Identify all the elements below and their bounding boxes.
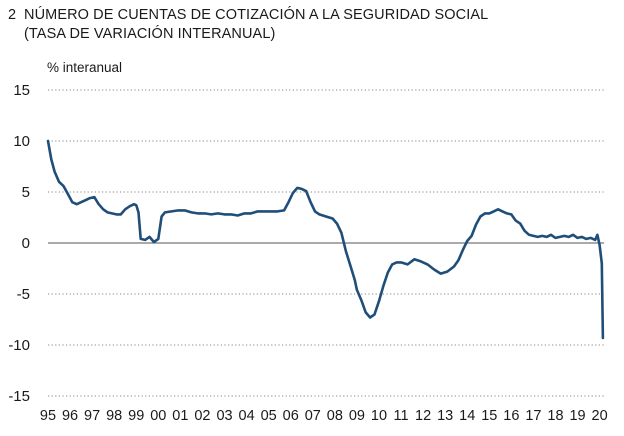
y-tick-label: 5 (22, 184, 30, 201)
x-tick-label: 10 (371, 408, 387, 424)
x-tick-label: 00 (150, 408, 166, 424)
x-tick-label: 14 (459, 408, 475, 424)
x-tick-label: 19 (569, 408, 585, 424)
x-tick-label: 20 (592, 408, 608, 424)
y-tick-label: 10 (13, 133, 30, 150)
y-tick-label: -10 (8, 337, 30, 354)
series-line (46, 139, 605, 340)
y-tick-label: 15 (13, 82, 30, 99)
x-tick-label: 99 (128, 408, 144, 424)
x-tick-label: 09 (349, 408, 365, 424)
chart-title-text: NÚMERO DE CUENTAS DE COTIZACIÓN A LA SEG… (24, 7, 489, 23)
chart-title-block: 2 NÚMERO DE CUENTAS DE COTIZACIÓN A LA SE… (8, 6, 488, 44)
x-tick-label: 03 (216, 408, 232, 424)
x-tick-label: 15 (481, 408, 497, 424)
chart-number: 2 (8, 7, 17, 23)
y-tick-label: -5 (17, 286, 30, 303)
x-tick-label: 01 (172, 408, 188, 424)
x-tick-label: 12 (415, 408, 431, 424)
x-tick-label: 98 (106, 408, 122, 424)
x-tick-label: 07 (305, 408, 321, 424)
x-tick-label: 95 (40, 408, 56, 424)
x-tick-label: 16 (503, 408, 519, 424)
y-axis-label: % interanual (47, 60, 123, 75)
x-tick-label: 02 (194, 408, 210, 424)
x-tick-label: 18 (547, 408, 563, 424)
x-tick-label: 05 (261, 408, 277, 424)
x-tick-label: 06 (283, 408, 299, 424)
y-tick-label: -15 (8, 388, 30, 405)
x-tick-label: 11 (393, 408, 408, 424)
x-tick-label: 97 (84, 408, 100, 424)
x-tick-label: 17 (525, 408, 541, 424)
x-tick-label: 13 (437, 408, 453, 424)
x-tick-label: 08 (327, 408, 343, 424)
x-tick-label: 04 (239, 408, 255, 424)
y-tick-label: 0 (22, 235, 30, 252)
chart-title: 2 NÚMERO DE CUENTAS DE COTIZACIÓN A LA SE… (8, 6, 488, 25)
x-tick-label: 96 (62, 408, 78, 424)
chart-subtitle: (TASA DE VARIACIÓN INTERANUAL) (24, 26, 276, 42)
